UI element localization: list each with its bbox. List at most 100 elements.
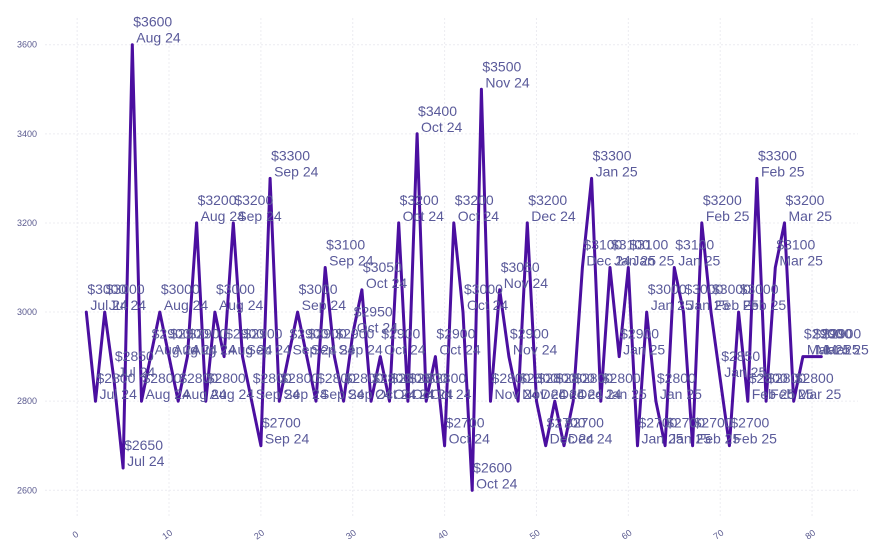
data-label: $2900 bbox=[510, 326, 549, 342]
data-point bbox=[636, 444, 639, 447]
data-label-date: Nov 24 bbox=[504, 275, 549, 291]
data-point bbox=[369, 399, 373, 403]
data-label: $2800 bbox=[519, 370, 558, 386]
data-label-date: Feb 25 bbox=[715, 297, 759, 313]
x-tick-label: 70 bbox=[712, 528, 726, 542]
data-label: $3000 bbox=[161, 281, 200, 297]
data-label: $2800 bbox=[602, 370, 641, 386]
data-label-date: Sep 24 bbox=[292, 342, 337, 358]
data-label: $3200 bbox=[400, 192, 439, 208]
data-point bbox=[167, 355, 171, 358]
data-label: $2800 bbox=[345, 370, 384, 386]
data-label: $3000 bbox=[648, 281, 687, 297]
data-label-date: Aug 24 bbox=[182, 386, 227, 402]
data-label-date: Jan 25 bbox=[678, 253, 720, 269]
data-label-date: Sep 24 bbox=[348, 386, 393, 402]
data-label-date: Dec 24 bbox=[568, 431, 613, 447]
data-label-date: Sep 24 bbox=[247, 342, 292, 358]
data-point bbox=[737, 310, 740, 314]
data-label: $3200 bbox=[198, 192, 237, 208]
data-label-date: Oct 24 bbox=[476, 475, 517, 491]
data-label-date: Mar 25 bbox=[779, 253, 823, 269]
data-label-date: Oct 24 bbox=[366, 275, 407, 291]
data-point bbox=[397, 221, 400, 225]
data-label: $3000 bbox=[87, 281, 126, 297]
data-label-date: Sep 24 bbox=[256, 386, 301, 402]
data-point bbox=[287, 355, 290, 358]
data-point bbox=[452, 221, 455, 225]
data-label: $2900 bbox=[244, 326, 283, 342]
data-label: $2800 bbox=[492, 370, 531, 386]
y-tick-label: 3600 bbox=[17, 40, 37, 50]
data-label-date: Oct 24 bbox=[439, 342, 480, 358]
data-label-date: Jan 25 bbox=[660, 386, 702, 402]
data-point bbox=[682, 310, 685, 314]
data-label-date: Aug 24 bbox=[201, 208, 246, 224]
data-point bbox=[149, 355, 152, 358]
data-point bbox=[351, 333, 354, 336]
data-label: $2800 bbox=[142, 370, 181, 386]
data-label-date: Sep 24 bbox=[329, 253, 374, 269]
data-label-date: Jan 25 bbox=[632, 253, 674, 269]
data-label: $2800 bbox=[317, 370, 356, 386]
data-point bbox=[158, 310, 162, 314]
data-label: $2900 bbox=[822, 326, 861, 342]
data-label-date: Jul 24 bbox=[118, 364, 156, 380]
data-label: $3300 bbox=[758, 147, 797, 163]
data-point bbox=[186, 355, 189, 358]
data-label: $3100 bbox=[776, 237, 815, 253]
data-label-date: Oct 24 bbox=[467, 297, 508, 313]
data-label: $3600 bbox=[133, 14, 172, 30]
data-point bbox=[342, 399, 345, 403]
data-label: $2850 bbox=[115, 348, 154, 364]
data-label: $2900 bbox=[289, 326, 328, 342]
data-label-date: Aug 24 bbox=[210, 386, 255, 402]
data-point bbox=[232, 221, 235, 225]
data-label-date: Oct 24 bbox=[421, 119, 462, 135]
data-label-date: Jul 24 bbox=[127, 453, 165, 469]
data-label: $2800 bbox=[253, 370, 292, 386]
data-point bbox=[774, 266, 777, 269]
data-point bbox=[581, 266, 584, 269]
data-label-date: Jan 25 bbox=[669, 431, 711, 447]
data-label-date: Jan 25 bbox=[596, 163, 638, 179]
data-label-date: Dec 24 bbox=[559, 386, 604, 402]
data-label-date: Aug 24 bbox=[191, 342, 236, 358]
data-label: $3100 bbox=[629, 237, 668, 253]
data-point bbox=[599, 399, 602, 403]
data-label-date: Feb 25 bbox=[697, 431, 741, 447]
data-label-date: Dec 24 bbox=[586, 253, 631, 269]
data-label-date: Sep 24 bbox=[265, 431, 310, 447]
data-label-date: Feb 25 bbox=[770, 386, 814, 402]
data-label-date: Jan 25 bbox=[605, 386, 647, 402]
data-point bbox=[617, 355, 621, 358]
data-label-date: Oct 24 bbox=[449, 431, 490, 447]
data-point bbox=[544, 444, 547, 447]
data-point bbox=[700, 221, 704, 225]
data-label-date: Sep 24 bbox=[320, 386, 365, 402]
data-point bbox=[121, 466, 125, 470]
data-point bbox=[801, 355, 805, 358]
data-label: $2700 bbox=[262, 415, 301, 431]
data-label: $2800 bbox=[657, 370, 696, 386]
data-label-date: Oct 24 bbox=[412, 386, 453, 402]
data-point bbox=[388, 399, 391, 403]
data-label-date: Aug 24 bbox=[219, 297, 264, 313]
data-point bbox=[663, 444, 667, 447]
data-point bbox=[85, 310, 88, 314]
data-label: $2800 bbox=[749, 370, 788, 386]
data-label-date: Feb 25 bbox=[743, 297, 787, 313]
data-label: $2700 bbox=[730, 415, 769, 431]
data-label-date: Oct 24 bbox=[375, 386, 416, 402]
data-point bbox=[709, 310, 713, 314]
data-label-date: Sep 24 bbox=[311, 342, 356, 358]
data-point bbox=[333, 355, 336, 358]
data-label: $3200 bbox=[455, 192, 494, 208]
data-label-date: Jan 25 bbox=[614, 253, 656, 269]
data-label: $3000 bbox=[740, 281, 779, 297]
y-tick-label: 2800 bbox=[17, 396, 37, 406]
data-label: $2800 bbox=[390, 370, 429, 386]
data-point bbox=[590, 177, 593, 180]
